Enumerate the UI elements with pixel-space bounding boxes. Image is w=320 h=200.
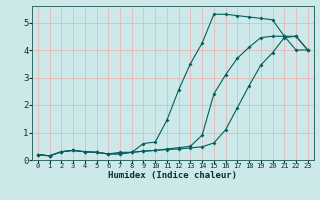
X-axis label: Humidex (Indice chaleur): Humidex (Indice chaleur) (108, 171, 237, 180)
